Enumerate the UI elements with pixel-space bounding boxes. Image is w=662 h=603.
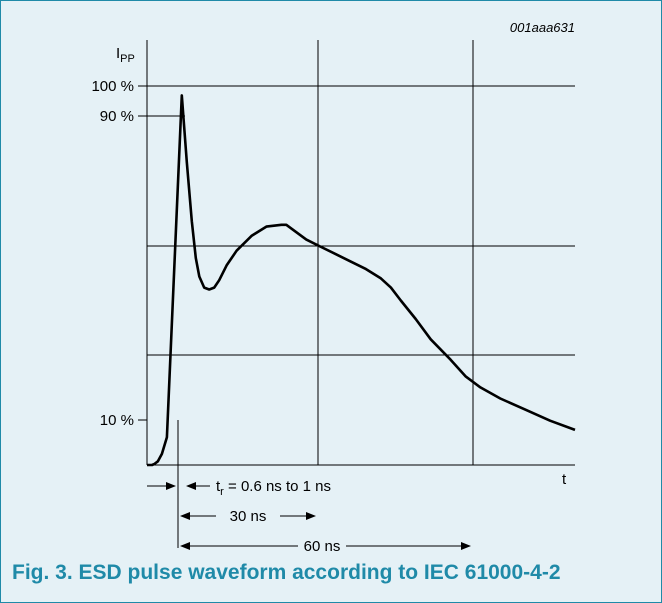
y-axis-label: IPP (116, 45, 135, 65)
chart-grid (147, 40, 575, 465)
span-60-left-arrowhead (180, 542, 190, 550)
span-30-left-arrowhead (180, 512, 190, 520)
span-30-right-arrowhead (306, 512, 316, 520)
figure-id-label: 001aaa631 (510, 20, 575, 35)
x-axis-label: t (562, 471, 567, 488)
y-tick-label-100: 100 % (91, 78, 134, 95)
y-tick-label-10: 10 % (100, 412, 134, 429)
span-30-label: 30 ns (230, 508, 267, 525)
rise-time-right-arrowhead (186, 482, 196, 490)
span-60-label: 60 ns (304, 538, 341, 555)
span-60-right-arrowhead (461, 542, 471, 550)
waveform-line (147, 94, 576, 467)
esd-waveform-chart: 001aaa631 IPP 100 % 90 % 10 % t tr = 0.6… (91, 20, 576, 555)
rise-time-left-arrowhead (166, 482, 176, 490)
y-tick-label-90: 90 % (100, 108, 134, 125)
rise-time-label: tr = 0.6 ns to 1 ns (216, 478, 331, 498)
figure-caption: Fig. 3. ESD pulse waveform according to … (12, 561, 561, 584)
